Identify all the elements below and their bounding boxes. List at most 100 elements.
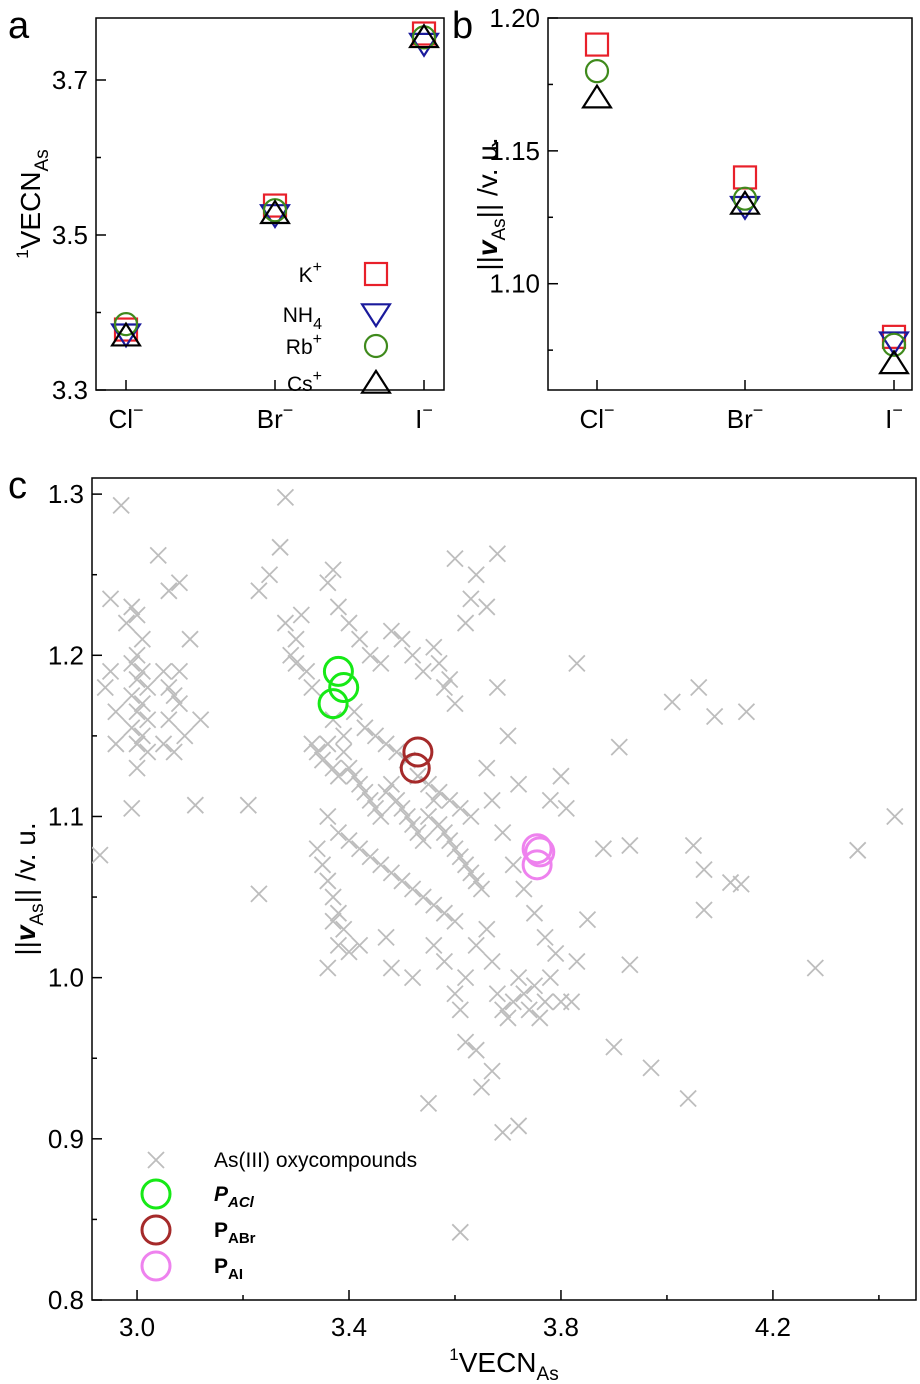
panel-c-point xyxy=(721,873,740,892)
panel-c-point xyxy=(488,678,507,697)
panel-c-point xyxy=(303,678,321,697)
panel-c-point xyxy=(568,654,586,672)
panel-b-xtick-label: I− xyxy=(885,400,903,434)
panel-c-point xyxy=(388,791,406,809)
panel-c-point xyxy=(403,969,422,987)
panel-a-xtick-label: Cl− xyxy=(108,400,143,434)
panel-c-point xyxy=(165,686,183,705)
panel-c-point xyxy=(886,807,904,826)
panel-c-point xyxy=(128,670,146,689)
panel-b-point xyxy=(581,83,613,109)
panel-c-xtick-label: 4.2 xyxy=(755,1312,791,1342)
panel-c-point xyxy=(154,735,173,753)
panel-a-legend-label: K+ xyxy=(299,259,322,287)
panel-b-xtick-label: Br− xyxy=(727,400,764,434)
panel-c-point xyxy=(335,727,353,745)
panel-c-point xyxy=(456,969,475,987)
panel-c-point xyxy=(149,546,167,565)
panel-c-point xyxy=(165,743,183,761)
panel-c-point xyxy=(313,751,332,769)
panel-c-point xyxy=(361,848,379,866)
panel-c-point xyxy=(340,759,358,777)
panel-c-point xyxy=(324,711,342,729)
panel-c-point xyxy=(377,783,395,801)
panel-c-point xyxy=(123,654,141,672)
panel-c-point xyxy=(133,695,151,713)
panel-c-point xyxy=(430,783,448,801)
panel-c-point xyxy=(276,614,295,632)
panel-c-point xyxy=(472,1078,491,1096)
panel-c-point xyxy=(849,841,867,859)
panel-a-legend-label: Cs+ xyxy=(287,368,322,396)
panel-c-point xyxy=(239,796,257,814)
panel-a-legend-marker xyxy=(363,261,389,287)
panel-c-point xyxy=(382,775,401,793)
panel-c-point xyxy=(329,936,348,955)
panel-c-point xyxy=(472,880,491,898)
panel-c-point xyxy=(117,614,136,632)
panel-c-point xyxy=(642,1059,660,1077)
panel-c-point xyxy=(679,1089,697,1108)
panel-c-ytick-label: 1.2 xyxy=(48,640,84,670)
panel-b-point xyxy=(584,59,610,84)
panel-c-point xyxy=(96,678,114,697)
panel-c-point xyxy=(414,832,432,850)
panel-c-letter: c xyxy=(8,465,27,507)
panel-a-frame xyxy=(95,17,445,391)
panel-c: 0.8 0.9 1.0 1.1 1.2 1.3 3.0 3.4 3.8 4.2 ||vAs|| /… xyxy=(10,477,917,1384)
panel-b-point xyxy=(878,349,910,375)
panel-c-point xyxy=(361,646,379,664)
panel-c-point xyxy=(488,545,507,563)
panel-c-frame xyxy=(91,477,917,1301)
panel-c-point xyxy=(319,959,337,977)
panel-c-point xyxy=(467,566,485,584)
panel-b-point xyxy=(881,332,907,357)
panel-c-point xyxy=(520,1001,538,1019)
panel-c-point xyxy=(446,912,464,930)
panel-c-point xyxy=(123,686,141,705)
panel-a-legend-marker xyxy=(363,333,389,359)
panel-c-point xyxy=(181,630,199,648)
panel-c-point xyxy=(303,735,321,753)
panel-c-point xyxy=(112,496,130,515)
panel-c-point xyxy=(350,936,369,955)
panel-c-point xyxy=(160,582,178,600)
panel-c-point xyxy=(531,1009,549,1027)
panel-c-point xyxy=(128,735,146,753)
panel-b-xtick-label: Cl− xyxy=(579,400,614,434)
panel-c-legend-marker xyxy=(140,1178,172,1210)
panel-c-point xyxy=(329,598,348,616)
panel-c-point xyxy=(547,944,565,963)
panel-a-ytick-label: 3.5 xyxy=(52,220,88,250)
panel-a-xtick-label: I− xyxy=(415,400,433,434)
panel-c-point xyxy=(456,856,475,874)
panel-b-marks xyxy=(581,32,910,375)
panel-c-point xyxy=(128,646,146,664)
panel-c-point xyxy=(425,936,443,955)
panel-c-point xyxy=(340,614,358,632)
panel-c-point xyxy=(605,1038,623,1056)
panel-c-point xyxy=(403,646,422,664)
panel-b-point xyxy=(878,331,910,357)
panel-c-point xyxy=(324,888,342,906)
panel-c-point xyxy=(456,614,475,632)
panel-c-legend-label: PABr xyxy=(214,1219,256,1247)
panel-c-point xyxy=(425,638,443,656)
panel-c-point xyxy=(695,861,713,879)
panel-c-highlight-point xyxy=(521,833,553,865)
panel-c-legend-label: PACl xyxy=(214,1183,255,1211)
panel-c-point xyxy=(737,703,756,721)
panel-c-point xyxy=(706,707,724,726)
panel-c-legend-label: As(III) oxycompounds xyxy=(214,1149,417,1172)
panel-c-point xyxy=(123,719,141,737)
panel-c-highlight-point xyxy=(328,672,360,704)
panel-a-legend-label: Rb+ xyxy=(286,331,322,359)
panel-c-point xyxy=(170,574,189,592)
panel-c-point xyxy=(377,928,395,946)
panel-a-point xyxy=(259,199,291,225)
panel-c-point xyxy=(488,985,507,1003)
panel-c-point xyxy=(403,880,422,898)
panel-c-point xyxy=(393,799,411,818)
panel-c-point xyxy=(441,832,459,850)
